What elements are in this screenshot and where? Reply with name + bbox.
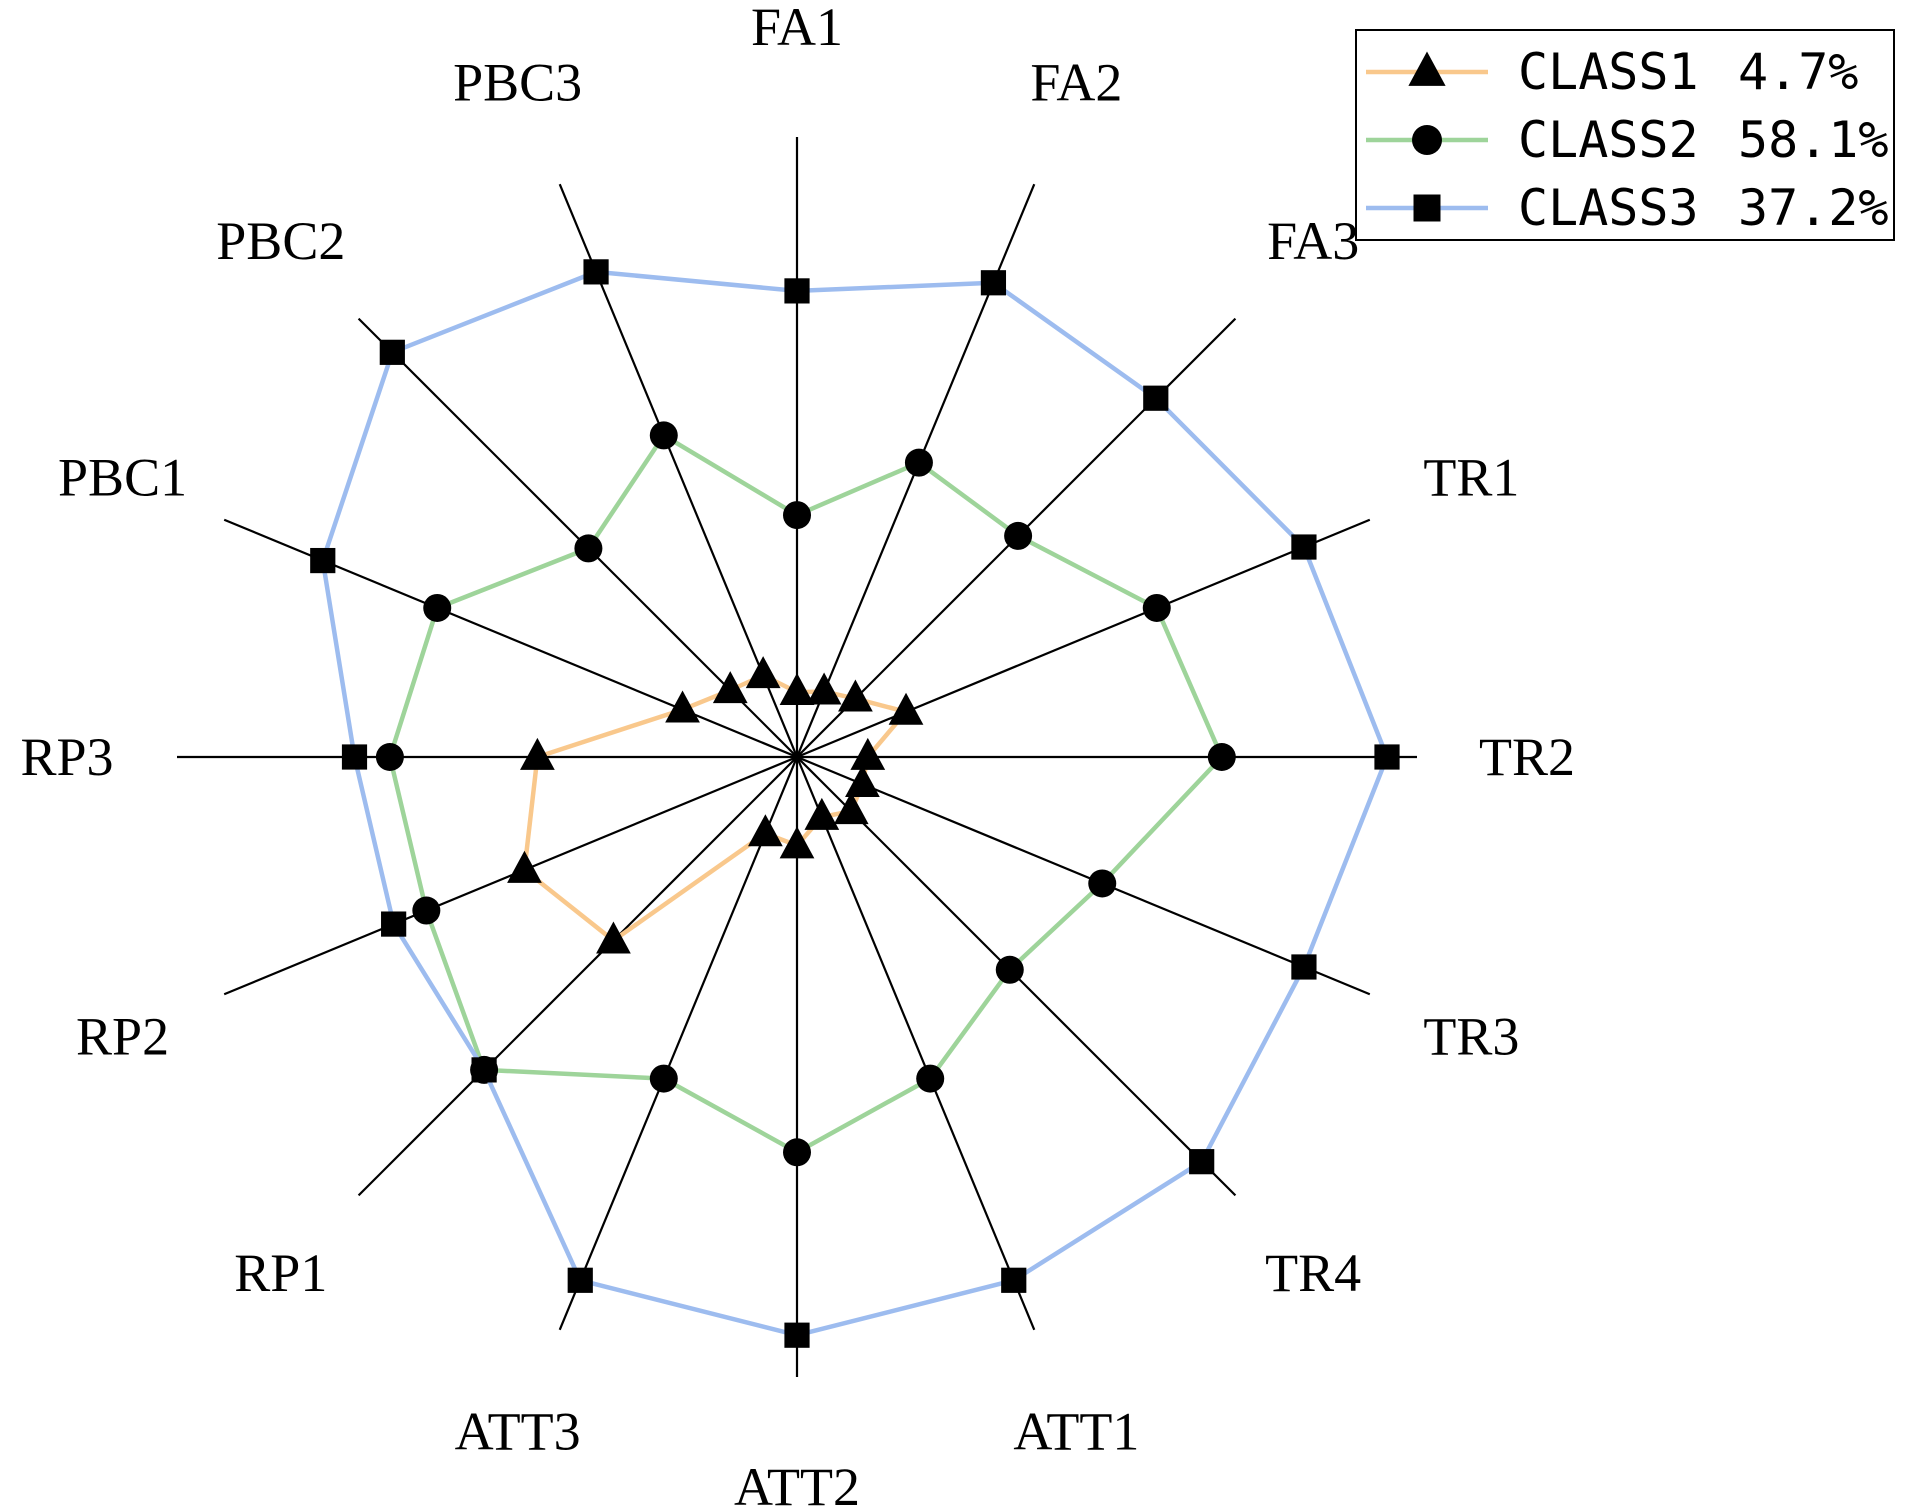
series-line-class2 (387, 433, 1225, 1155)
series-layer (310, 259, 1400, 1348)
point-class1-pbc3 (745, 656, 781, 689)
axis-label-rp3: RP3 (20, 727, 113, 787)
point-class2-rp2 (412, 896, 441, 925)
point-class2-tr4 (995, 955, 1024, 984)
point-class1-fa3 (838, 679, 873, 712)
legend-marker-class2 (1412, 125, 1442, 155)
legend-entry-class1: CLASS1 4.7% (1366, 43, 1858, 101)
point-class2-tr3 (1088, 869, 1117, 898)
axis-label-fa3: FA3 (1267, 211, 1359, 271)
point-class1-tr4 (833, 792, 869, 825)
point-class1-tr1 (888, 692, 924, 725)
series-class2 (375, 421, 1236, 1167)
point-class1-att2 (779, 826, 815, 859)
point-class2-fa1 (783, 501, 811, 530)
point-class3-att3 (567, 1267, 593, 1293)
point-class1-rp2 (507, 850, 542, 883)
radar-axes (177, 137, 1417, 1377)
point-class3-pbc1 (310, 547, 336, 574)
axis-label-fa1: FA1 (751, 0, 843, 57)
legend-entry-class2: CLASS2 58.1% (1366, 111, 1889, 169)
point-class2-fa3 (1004, 521, 1033, 550)
point-class3-tr4 (1189, 1149, 1215, 1175)
point-class1-pbc1 (665, 690, 700, 723)
point-class3-rp2 (381, 911, 407, 937)
axis-label-pbc1: PBC1 (58, 448, 187, 508)
point-class2-pbc3 (649, 421, 678, 450)
axis-labels: FA1 FA2 FA3 TR1 TR2 TR3 TR4 ATT1 ATT2 ATT3 RP1 RP2 R… (20, 0, 1575, 1510)
axis-label-tr4: TR4 (1265, 1243, 1361, 1303)
point-class3-fa1 (784, 278, 810, 304)
series-class3 (310, 259, 1400, 1348)
legend-label-class1: CLASS1 (1518, 43, 1699, 101)
axis-label-rp1: RP1 (234, 1243, 327, 1303)
point-class1-tr3 (845, 764, 880, 798)
point-class1-rp3 (520, 737, 555, 770)
point-class3-tr3 (1291, 954, 1317, 980)
axis-label-tr3: TR3 (1423, 1006, 1519, 1066)
point-class2-pbc2 (574, 534, 603, 563)
axis-label-att2: ATT2 (734, 1457, 860, 1510)
point-class1-rp1 (596, 921, 631, 954)
legend-entry-class3: CLASS3 37.2% (1366, 179, 1889, 237)
series-class1 (507, 656, 924, 954)
legend-marker-class1 (1408, 51, 1446, 86)
point-class2-att2 (783, 1138, 811, 1167)
point-class1-tr2 (850, 737, 886, 770)
legend-marker-class3 (1413, 194, 1441, 222)
point-class3-rp3 (341, 744, 368, 770)
axis-label-fa2: FA2 (1030, 53, 1122, 113)
axis-label-att3: ATT3 (455, 1401, 581, 1461)
axis-label-att1: ATT1 (1013, 1401, 1139, 1461)
point-class3-att2 (784, 1322, 810, 1348)
point-class3-pbc2 (379, 339, 405, 365)
point-class2-pbc1 (423, 593, 452, 622)
point-class2-fa2 (904, 448, 933, 477)
legend-share-class2: 58.1% (1738, 111, 1889, 169)
legend-share-class3: 37.2% (1738, 179, 1889, 237)
axis-label-rp2: RP2 (76, 1006, 169, 1066)
point-class3-att1 (1001, 1267, 1027, 1293)
point-class2-tr1 (1142, 593, 1171, 622)
point-class2-att3 (649, 1064, 678, 1093)
point-class2-rp3 (375, 743, 404, 771)
point-class3-tr1 (1291, 534, 1317, 560)
point-class1-att1 (804, 797, 840, 830)
point-class1-att3 (748, 814, 783, 847)
point-class3-fa3 (1143, 385, 1169, 411)
point-class2-tr2 (1207, 743, 1236, 771)
axis-line-att1-pbc3 (558, 183, 1036, 1331)
axis-label-tr2: TR2 (1479, 727, 1575, 787)
axis-label-pbc2: PBC2 (216, 211, 345, 271)
legend-label-class3: CLASS3 (1518, 179, 1699, 237)
legend-box (1355, 29, 1895, 241)
point-class3-fa2 (980, 270, 1007, 296)
point-class2-att1 (916, 1064, 945, 1093)
legend-label-class2: CLASS2 (1518, 111, 1699, 169)
point-class3-rp1 (471, 1057, 497, 1083)
point-class1-pbc2 (712, 671, 748, 704)
axis-label-tr1: TR1 (1423, 448, 1519, 508)
point-class1-fa1 (779, 673, 815, 706)
point-class1-fa2 (806, 672, 842, 705)
legend-share-class1: 4.7% (1738, 43, 1858, 101)
axis-label-pbc3: PBC3 (453, 53, 582, 113)
legend: CLASS1 4.7% CLASS2 58.1% CLASS3 37.2% (1355, 29, 1895, 241)
point-class3-tr2 (1374, 744, 1400, 770)
point-class3-pbc3 (583, 259, 609, 285)
